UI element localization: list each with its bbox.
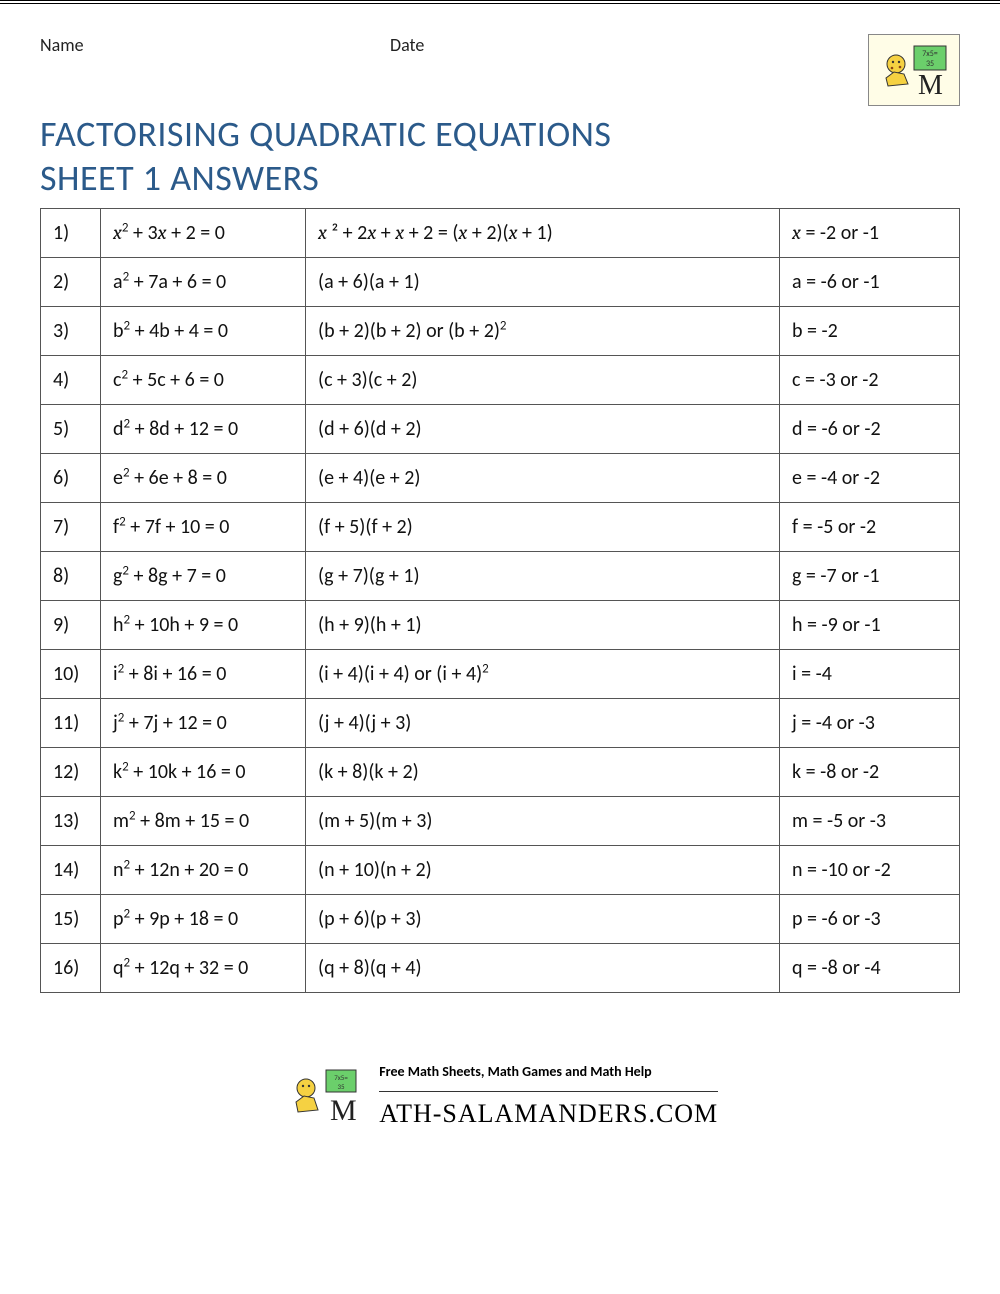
answer-cell: j = -4 or -3: [780, 699, 960, 748]
row-number: 15): [41, 895, 101, 944]
row-number: 2): [41, 258, 101, 307]
answer-cell: f = -5 or -2: [780, 503, 960, 552]
equation-cell: q2 + 12q + 32 = 0: [101, 944, 306, 993]
factorisation-cell: (m + 5)(m + 3): [306, 797, 780, 846]
answers-tbody: 1)x2 + 3x + 2 = 0x ² + 2x + x + 2 = (x +…: [41, 209, 960, 993]
equation-cell: k2 + 10k + 16 = 0: [101, 748, 306, 797]
table-row: 10)i2 + 8i + 16 = 0(i + 4)(i + 4) or (i …: [41, 650, 960, 699]
svg-text:M: M: [330, 1094, 357, 1126]
factorisation-cell: (j + 4)(j + 3): [306, 699, 780, 748]
equation-cell: e2 + 6e + 8 = 0: [101, 454, 306, 503]
table-row: 11)j2 + 7j + 12 = 0(j + 4)(j + 3)j = -4 …: [41, 699, 960, 748]
equation-cell: g2 + 8g + 7 = 0: [101, 552, 306, 601]
factorisation-cell: (g + 7)(g + 1): [306, 552, 780, 601]
title-line-2: SHEET 1 ANSWERS: [40, 156, 319, 200]
row-number: 6): [41, 454, 101, 503]
row-number: 1): [41, 209, 101, 258]
answer-cell: g = -7 or -1: [780, 552, 960, 601]
page-title: FACTORISING QUADRATIC EQUATIONS SHEET 1 …: [40, 112, 960, 200]
row-number: 7): [41, 503, 101, 552]
factorisation-cell: (f + 5)(f + 2): [306, 503, 780, 552]
factorisation-cell: (e + 4)(e + 2): [306, 454, 780, 503]
equation-cell: p2 + 9p + 18 = 0: [101, 895, 306, 944]
row-number: 3): [41, 307, 101, 356]
svg-text:35: 35: [926, 59, 934, 69]
svg-text:7x5=: 7x5=: [334, 1073, 348, 1082]
equation-cell: j2 + 7j + 12 = 0: [101, 699, 306, 748]
svg-text:35: 35: [337, 1082, 345, 1091]
factorisation-cell: (q + 8)(q + 4): [306, 944, 780, 993]
answer-cell: p = -6 or -3: [780, 895, 960, 944]
table-row: 14)n2 + 12n + 20 = 0(n + 10)(n + 2)n = -…: [41, 846, 960, 895]
row-number: 12): [41, 748, 101, 797]
row-number: 11): [41, 699, 101, 748]
answer-cell: n = -10 or -2: [780, 846, 960, 895]
equation-cell: i2 + 8i + 16 = 0: [101, 650, 306, 699]
table-row: 12)k2 + 10k + 16 = 0(k + 8)(k + 2)k = -8…: [41, 748, 960, 797]
footer-brand: ATH-SALAMANDERS.COM: [379, 1099, 718, 1128]
logo-icon: 7x5= 35 M: [868, 34, 960, 106]
svg-text:7x5=: 7x5=: [922, 49, 938, 59]
table-row: 5)d2 + 8d + 12 = 0(d + 6)(d + 2)d = -6 o…: [41, 405, 960, 454]
equation-cell: m2 + 8m + 15 = 0: [101, 797, 306, 846]
table-row: 16)q2 + 12q + 32 = 0(q + 8)(q + 4)q = -8…: [41, 944, 960, 993]
answer-cell: q = -8 or -4: [780, 944, 960, 993]
row-number: 13): [41, 797, 101, 846]
answer-cell: b = -2: [780, 307, 960, 356]
equation-cell: b2 + 4b + 4 = 0: [101, 307, 306, 356]
answer-cell: a = -6 or -1: [780, 258, 960, 307]
equation-cell: a2 + 7a + 6 = 0: [101, 258, 306, 307]
row-number: 8): [41, 552, 101, 601]
factorisation-cell: x ² + 2x + x + 2 = (x + 2)(x + 1): [306, 209, 780, 258]
factorisation-cell: (a + 6)(a + 1): [306, 258, 780, 307]
row-number: 16): [41, 944, 101, 993]
footer: 7x5= 35 M Free Math Sheets, Math Games a…: [40, 1063, 960, 1129]
factorisation-cell: (n + 10)(n + 2): [306, 846, 780, 895]
factorisation-cell: (k + 8)(k + 2): [306, 748, 780, 797]
header-row: Name Date 7x5= 35 M: [40, 34, 960, 106]
factorisation-cell: (h + 9)(h + 1): [306, 601, 780, 650]
table-row: 6)e2 + 6e + 8 = 0(e + 4)(e + 2)e = -4 or…: [41, 454, 960, 503]
date-label: Date: [390, 34, 868, 56]
equation-cell: d2 + 8d + 12 = 0: [101, 405, 306, 454]
answer-cell: c = -3 or -2: [780, 356, 960, 405]
table-row: 13)m2 + 8m + 15 = 0(m + 5)(m + 3)m = -5 …: [41, 797, 960, 846]
answer-cell: x = -2 or -1: [780, 209, 960, 258]
equation-cell: c2 + 5c + 6 = 0: [101, 356, 306, 405]
table-row: 7)f2 + 7f + 10 = 0(f + 5)(f + 2)f = -5 o…: [41, 503, 960, 552]
equation-cell: n2 + 12n + 20 = 0: [101, 846, 306, 895]
row-number: 9): [41, 601, 101, 650]
answer-cell: e = -4 or -2: [780, 454, 960, 503]
table-row: 3)b2 + 4b + 4 = 0(b + 2)(b + 2) or (b + …: [41, 307, 960, 356]
table-row: 4)c2 + 5c + 6 = 0(c + 3)(c + 2)c = -3 or…: [41, 356, 960, 405]
factorisation-cell: (d + 6)(d + 2): [306, 405, 780, 454]
name-label: Name: [40, 34, 390, 56]
row-number: 5): [41, 405, 101, 454]
equation-cell: x2 + 3x + 2 = 0: [101, 209, 306, 258]
equation-cell: h2 + 10h + 9 = 0: [101, 601, 306, 650]
answer-cell: m = -5 or -3: [780, 797, 960, 846]
answer-cell: k = -8 or -2: [780, 748, 960, 797]
footer-tagline: Free Math Sheets, Math Games and Math He…: [379, 1063, 651, 1080]
table-row: 1)x2 + 3x + 2 = 0x ² + 2x + x + 2 = (x +…: [41, 209, 960, 258]
row-number: 14): [41, 846, 101, 895]
table-row: 2)a2 + 7a + 6 = 0(a + 6)(a + 1)a = -6 or…: [41, 258, 960, 307]
factorisation-cell: (i + 4)(i + 4) or (i + 4)2: [306, 650, 780, 699]
factorisation-cell: (b + 2)(b + 2) or (b + 2)2: [306, 307, 780, 356]
answers-table: 1)x2 + 3x + 2 = 0x ² + 2x + x + 2 = (x +…: [40, 208, 960, 993]
table-row: 15)p2 + 9p + 18 = 0(p + 6)(p + 3)p = -6 …: [41, 895, 960, 944]
answer-cell: h = -9 or -1: [780, 601, 960, 650]
table-row: 9)h2 + 10h + 9 = 0(h + 9)(h + 1)h = -9 o…: [41, 601, 960, 650]
title-line-1: FACTORISING QUADRATIC EQUATIONS: [40, 112, 611, 156]
row-number: 10): [41, 650, 101, 699]
worksheet-page: Name Date 7x5= 35 M FACTORISING QUADRATI…: [0, 0, 1000, 1149]
svg-text:M: M: [918, 70, 943, 100]
factorisation-cell: (p + 6)(p + 3): [306, 895, 780, 944]
answer-cell: d = -6 or -2: [780, 405, 960, 454]
equation-cell: f2 + 7f + 10 = 0: [101, 503, 306, 552]
table-row: 8)g2 + 8g + 7 = 0(g + 7)(g + 1)g = -7 or…: [41, 552, 960, 601]
answer-cell: i = -4: [780, 650, 960, 699]
row-number: 4): [41, 356, 101, 405]
factorisation-cell: (c + 3)(c + 2): [306, 356, 780, 405]
